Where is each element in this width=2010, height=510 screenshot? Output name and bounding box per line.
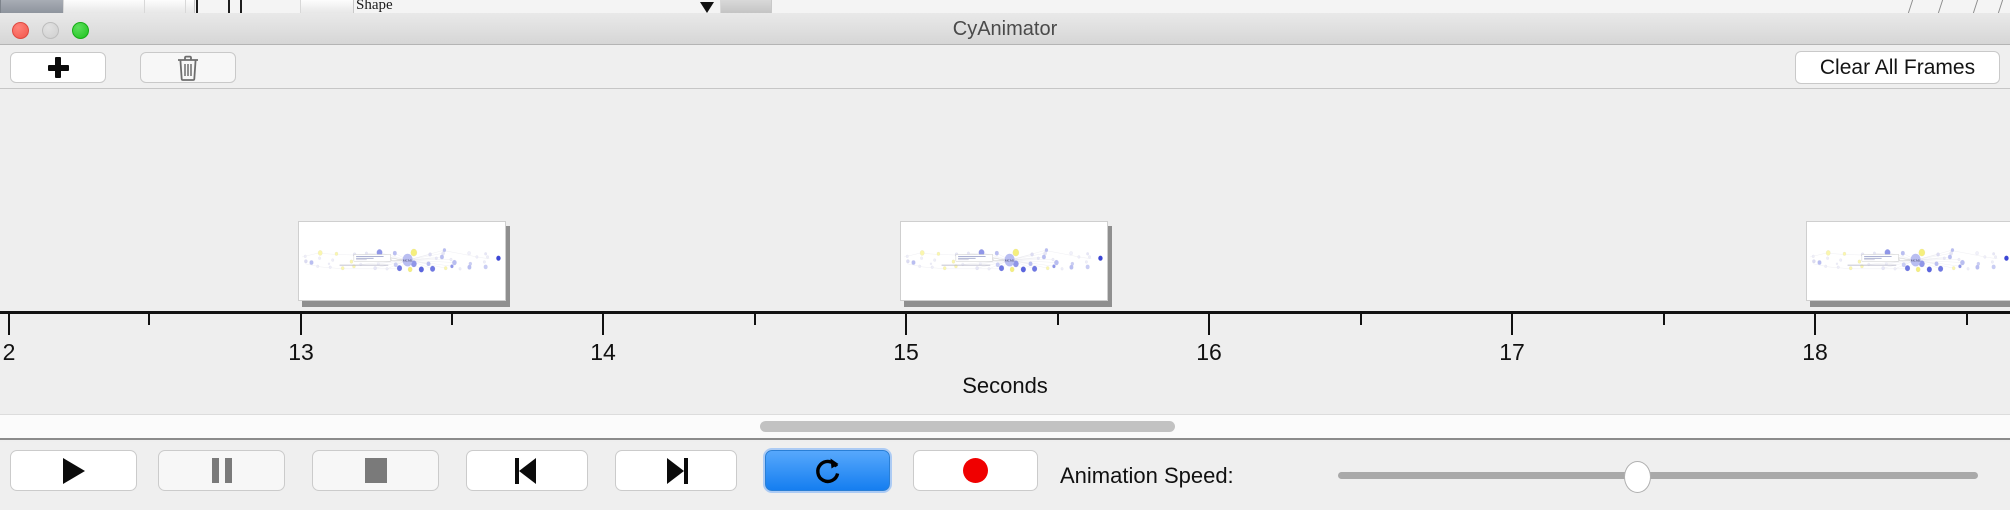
animation-speed-label: Animation Speed: [1060, 463, 1234, 488]
pause-icon [211, 458, 232, 483]
ruler-minor-tick-4 [1360, 314, 1362, 325]
title-bar[interactable]: CyAnimator [0, 13, 2010, 45]
ruler-minor-tick-5 [1663, 314, 1665, 325]
animation-speed-slider-track[interactable] [1338, 472, 1978, 479]
clear-all-frames-label: Clear All Frames [1819, 55, 1976, 79]
ruler-label-15: 15 [893, 339, 919, 365]
timeline-panel[interactable]: MCM1 MCM1 MCM1 [0, 89, 2010, 414]
timeline-frame-2[interactable]: MCM1 [900, 221, 1112, 307]
ruler-label-16: 16 [1196, 339, 1222, 365]
ruler-label-13: 13 [288, 339, 314, 365]
delete-frame-button[interactable] [140, 52, 236, 83]
ruler-minor-tick-1 [451, 314, 453, 325]
svg-text:MCM1: MCM1 [1911, 258, 1921, 262]
axis-title: Seconds [962, 373, 1048, 398]
play-button[interactable] [10, 450, 137, 491]
trash-icon [178, 55, 198, 81]
ruler-major-tick-4 [1208, 314, 1210, 335]
network-thumbnail-graphic: MCM1 [1807, 247, 2010, 275]
skip-previous-button[interactable] [466, 450, 588, 491]
ruler-major-tick-3 [905, 314, 907, 335]
skip-next-icon [664, 457, 688, 484]
loop-button[interactable] [765, 450, 890, 491]
ruler-minor-tick-2 [754, 314, 756, 325]
frame-toolbar: Clear All Frames [0, 45, 2010, 89]
frame-thumbnail[interactable]: MCM1 [298, 221, 506, 301]
close-button-icon[interactable] [12, 22, 29, 39]
add-frame-button[interactable] [10, 52, 106, 83]
play-icon [62, 457, 85, 484]
timeline-frame-1[interactable]: MCM1 [298, 221, 510, 307]
skip-previous-icon [515, 457, 539, 484]
ruler-label-14: 14 [590, 339, 616, 365]
scrollbar-thumb[interactable] [760, 421, 1175, 432]
timeline-horizontal-scrollbar[interactable] [0, 414, 2010, 440]
zoom-button-icon[interactable] [72, 22, 89, 39]
background-window-label: Shape [356, 0, 393, 13]
svg-text:MCM1: MCM1 [403, 258, 413, 262]
timeline-frame-3[interactable]: MCM1 [1806, 221, 2010, 307]
frame-thumbnail[interactable]: MCM1 [1806, 221, 2010, 301]
clear-all-frames-button[interactable]: Clear All Frames [1795, 51, 2000, 84]
ruler-minor-tick-6 [1966, 314, 1968, 325]
skip-next-button[interactable] [615, 450, 737, 491]
network-thumbnail-graphic: MCM1 [901, 247, 1107, 275]
svg-text:MCM1: MCM1 [1005, 258, 1015, 262]
ruler-major-tick-6 [1814, 314, 1816, 335]
ruler-label-18: 18 [1802, 339, 1828, 365]
ruler-label-2: 2 [2, 339, 16, 365]
ruler-major-tick-0 [8, 314, 10, 335]
window-title: CyAnimator [952, 18, 1058, 40]
network-thumbnail-graphic: MCM1 [299, 247, 505, 275]
playback-control-bar: Animation Speed: [0, 442, 2010, 510]
animation-speed-slider-knob[interactable] [1624, 461, 1651, 493]
ruler-major-tick-1 [300, 314, 302, 335]
record-icon [963, 458, 988, 483]
frame-thumbnail[interactable]: MCM1 [900, 221, 1108, 301]
ruler-label-17: 17 [1499, 339, 1525, 365]
minimize-button-icon[interactable] [42, 22, 59, 39]
plus-icon [47, 57, 69, 78]
timeline-ruler-baseline [0, 311, 2010, 314]
record-button[interactable] [913, 450, 1038, 491]
ruler-major-tick-2 [602, 314, 604, 335]
stop-icon [364, 458, 387, 483]
stop-button[interactable] [312, 450, 439, 491]
ruler-minor-tick-3 [1057, 314, 1059, 325]
pause-button[interactable] [158, 450, 285, 491]
loop-icon [815, 458, 839, 483]
background-window-strip: Shape [0, 0, 2010, 14]
ruler-minor-tick-0 [148, 314, 150, 325]
ruler-major-tick-5 [1511, 314, 1513, 335]
